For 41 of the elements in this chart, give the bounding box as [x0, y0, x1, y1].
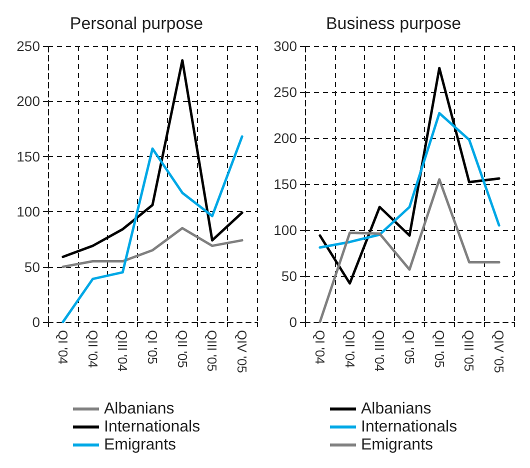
- y-tick-label: 50: [281, 268, 298, 284]
- x-tick-label: QII '05: [174, 330, 190, 368]
- legend-label: Albanians: [104, 400, 174, 418]
- y-tick-label: 150: [16, 148, 40, 164]
- y-tick-label: 150: [274, 176, 298, 192]
- x-tick-label: QIII '05: [204, 330, 220, 372]
- legend-label: Internationals: [104, 418, 200, 436]
- x-tick-label: QII '04: [342, 330, 358, 368]
- legend-label: Albanians: [361, 400, 432, 418]
- line-series: [62, 135, 244, 324]
- y-tick-label: 250: [16, 38, 40, 54]
- y-tick-label: 0: [289, 314, 298, 330]
- x-tick-label: QIII '04: [372, 330, 388, 372]
- line-series: [318, 66, 500, 285]
- x-tick-label: QIV '05: [492, 330, 507, 373]
- line-series: [318, 178, 500, 324]
- y-tick-label: 0: [32, 314, 40, 330]
- x-tick-label: QI '05: [145, 330, 160, 364]
- legend-label: Internationals: [361, 418, 458, 436]
- y-tick-label: 200: [274, 130, 298, 146]
- legend-label: Emigrants: [104, 436, 176, 454]
- y-tick-label: 50: [24, 258, 40, 275]
- x-tick-label: QI '04: [312, 330, 328, 364]
- y-tick-label: 250: [274, 84, 298, 100]
- chart-title: Business purpose: [326, 14, 462, 33]
- chart-title: Personal purpose: [70, 14, 204, 33]
- line-series: [62, 59, 244, 258]
- x-tick-label: QIII '04: [115, 330, 130, 372]
- legend-label: Emigrants: [361, 436, 434, 454]
- x-tick-label: QI '04: [55, 330, 70, 364]
- x-tick-label: QII '05: [432, 330, 447, 368]
- y-tick-label: 100: [274, 222, 298, 238]
- y-tick-label: 200: [16, 93, 40, 110]
- x-tick-label: QIII '05: [462, 330, 477, 372]
- y-tick-label: 300: [274, 38, 298, 54]
- x-tick-label: QII '04: [85, 330, 100, 368]
- line-series: [318, 112, 500, 249]
- x-tick-label: QI '05: [402, 330, 417, 364]
- y-tick-label: 100: [16, 204, 40, 220]
- line-series: [62, 226, 244, 268]
- x-tick-label: QIV '05: [234, 330, 250, 373]
